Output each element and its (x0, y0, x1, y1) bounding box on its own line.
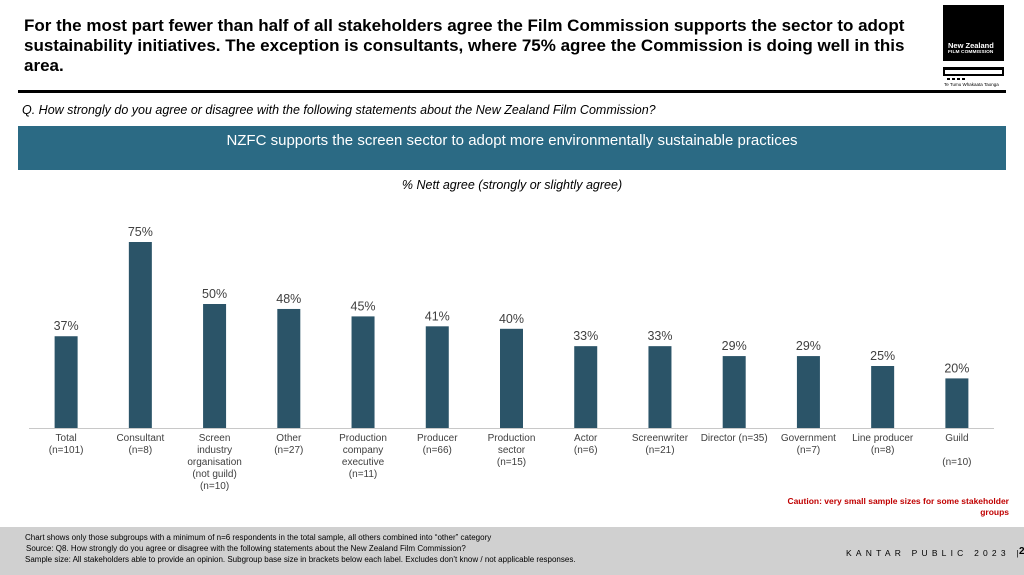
data-label: 50% (202, 287, 227, 301)
data-label: 29% (722, 339, 747, 353)
data-label: 33% (647, 329, 672, 343)
category-label: Production sector (n=15) (488, 433, 536, 468)
kantar-brand: KANTAR PUBLIC 2023 | (846, 548, 1023, 558)
bar (500, 328, 523, 428)
category-label-line: Producer (417, 433, 458, 444)
data-label: 40% (499, 312, 524, 326)
survey-question: Q. How strongly do you agree or disagree… (22, 103, 656, 117)
category-label-line: Government (781, 433, 836, 444)
page-number: 2 (1019, 546, 1024, 557)
footer: Chart shows only those subgroups with a … (0, 527, 1024, 575)
category-label-line: industry (197, 445, 232, 456)
category-label-line: organisation (187, 457, 241, 468)
bar (945, 378, 969, 428)
footer-separator: | (1016, 548, 1023, 558)
category-label-line: Director (n=35) (701, 433, 768, 444)
bar (277, 308, 301, 428)
category-label-line: (n=101) (49, 445, 84, 456)
footer-notes: Chart shows only those subgroups with a … (25, 532, 576, 565)
bar (351, 316, 375, 428)
category-label-line: (n=11) (349, 469, 377, 480)
category-label-line: Guild (945, 433, 968, 444)
category-label-line: Consultant (116, 433, 164, 444)
data-label: 25% (870, 349, 895, 363)
category-label-line: (n=8) (871, 445, 895, 456)
logo-box: New Zealand FILM COMMISSION (943, 5, 1004, 61)
bar (54, 336, 78, 428)
category-label: Screen industry organisation (not guild) (n=… (187, 433, 241, 492)
slide-headline: For the most part fewer than half of all… (24, 16, 905, 75)
category-label-line: Actor (574, 433, 598, 444)
logo-tagline: Te Tumu Whakaata Taonga (944, 82, 999, 87)
category-label-line: Line producer (852, 433, 914, 444)
bar (722, 356, 746, 428)
category-label-line: company (343, 445, 384, 456)
category-label-line: (n=10) (200, 481, 229, 492)
category-label: Other (n=27) (274, 433, 303, 456)
category-label-line: (not guild) (192, 469, 236, 480)
category-label-line: (n=66) (423, 445, 452, 456)
data-label: 29% (796, 339, 821, 353)
category-label-line: sector (498, 445, 526, 456)
bar (425, 326, 449, 428)
footer-note-subgroups: Chart shows only those subgroups with a … (25, 533, 492, 542)
category-label: Producer (n=66) (417, 433, 458, 456)
logo-line1: New Zealand (948, 41, 994, 50)
category-label-line: Screen (199, 433, 231, 444)
chart-title: % Nett agree (strongly or slightly agree… (401, 178, 623, 192)
data-label: 48% (276, 292, 301, 306)
bar (871, 366, 895, 428)
bar (796, 356, 820, 428)
category-label-line: (n=7) (797, 445, 821, 456)
data-label: 37% (54, 319, 79, 333)
category-label-line: (n=6) (574, 445, 598, 456)
footer-note-source: Source: Q8. How strongly do you agree or… (26, 544, 466, 553)
category-label-line: (n=10) (942, 457, 971, 468)
category-label: Actor (n=6) (574, 433, 598, 456)
bar (648, 346, 672, 428)
category-label-line: Screenwriter (632, 433, 689, 444)
category-label: Line producer (n=8) (852, 433, 914, 456)
category-label-line: Production (488, 433, 536, 444)
headline-divider (18, 90, 1006, 93)
nzfc-logo: New Zealand FILM COMMISSION Te Tumu Whak… (943, 5, 1004, 89)
logo-film-strip-icon (943, 67, 1004, 80)
bar (128, 242, 152, 428)
caution-note: Caution: very small sample sizes for som… (787, 496, 1009, 517)
category-label: Director (n=35) (701, 433, 768, 444)
category-label-line: (n=21) (645, 445, 674, 456)
category-label-line: Production (339, 433, 387, 444)
category-label: Screenwriter (n=21) (632, 433, 689, 456)
data-label: 75% (128, 225, 153, 239)
statement-banner: NZFC supports the screen sector to adopt… (18, 126, 1006, 170)
bar-chart: 37%Total (n=101)75%Consultant (n=8)50%Scre… (29, 225, 994, 492)
category-label: Guild (n=10) (942, 433, 971, 468)
data-label: 20% (944, 361, 969, 375)
kantar-brand-text: KANTAR PUBLIC 2023 (846, 548, 1010, 558)
data-label: 45% (351, 299, 376, 313)
category-label-line: (n=27) (274, 445, 303, 456)
data-label: 41% (425, 309, 450, 323)
category-label-line: Other (276, 433, 302, 444)
category-label-line: executive (342, 457, 385, 468)
footer-note-sample: Sample size: All stakeholders able to pr… (25, 555, 576, 564)
category-label: Total (n=101) (49, 433, 84, 456)
bar (203, 304, 227, 428)
logo-line2: FILM COMMISSION (948, 50, 994, 55)
category-label-line: (n=15) (497, 457, 526, 468)
category-label-line: Total (56, 433, 77, 444)
category-label: Government (n=7) (781, 433, 836, 456)
data-label: 33% (573, 329, 598, 343)
category-label-line: (n=8) (129, 445, 153, 456)
bar (574, 346, 598, 428)
category-label: Consultant (n=8) (116, 433, 164, 456)
category-label: Production company executive (n=11) (339, 433, 387, 480)
